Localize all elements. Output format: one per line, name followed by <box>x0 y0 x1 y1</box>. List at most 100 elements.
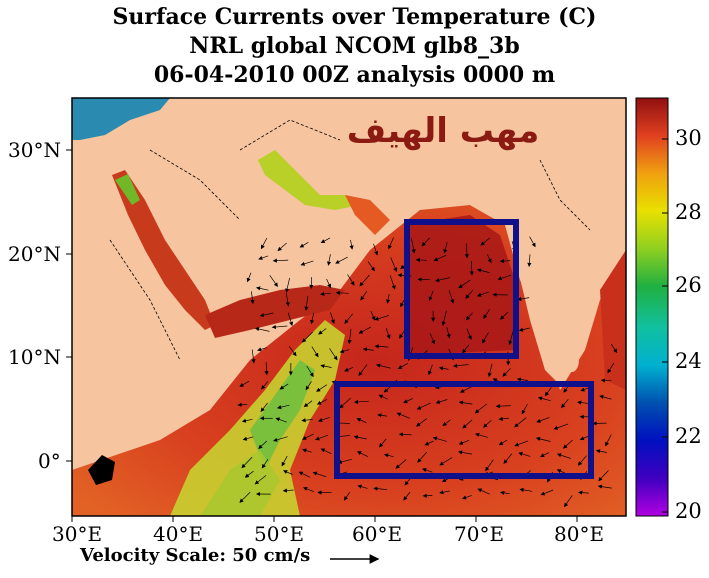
current-arrow <box>388 237 394 250</box>
current-arrow <box>282 488 294 493</box>
current-arrow <box>310 312 315 325</box>
current-arrow <box>439 457 453 466</box>
current-arrow <box>302 448 312 453</box>
current-arrow <box>302 433 314 440</box>
current-arrow <box>303 400 313 408</box>
current-arrow <box>362 347 374 352</box>
y-tick-10N: 10°N <box>8 345 61 369</box>
current-arrow <box>344 313 353 324</box>
current-arrow <box>487 363 493 378</box>
current-arrow <box>373 486 387 491</box>
current-arrow <box>516 377 529 382</box>
current-arrow <box>283 470 293 475</box>
current-arrow <box>251 349 256 364</box>
current-arrow <box>254 475 267 485</box>
y-tick-0: 0° <box>38 449 61 473</box>
current-arrow <box>503 453 513 464</box>
arabic-watermark: مهب الهيف <box>346 111 540 151</box>
current-arrow <box>514 417 527 428</box>
current-arrow <box>311 346 319 358</box>
current-arrow <box>483 309 490 319</box>
current-arrow <box>320 237 331 244</box>
current-arrow <box>359 274 370 287</box>
colorbar-ticks <box>662 138 668 513</box>
current-arrow <box>486 254 492 264</box>
current-arrow <box>474 403 488 414</box>
current-arrow <box>521 403 528 415</box>
x-tick-80E: 80°E <box>554 522 605 546</box>
current-arrow <box>259 312 274 318</box>
current-arrow <box>428 364 433 376</box>
current-arrow <box>277 404 290 410</box>
somali-cool-core <box>250 360 315 470</box>
colorbar-label-30: 30 <box>675 126 702 150</box>
current-arrow <box>453 363 469 368</box>
axis-ticks <box>66 149 578 522</box>
current-arrow <box>429 333 436 345</box>
current-arrow <box>595 449 607 454</box>
current-arrow <box>514 440 529 447</box>
current-arrow <box>339 397 351 409</box>
colorbar-label-20: 20 <box>675 499 702 523</box>
current-arrow <box>432 436 447 442</box>
current-arrow <box>415 257 428 263</box>
current-arrow <box>518 327 530 332</box>
current-arrow <box>443 242 448 254</box>
current-arrow <box>303 486 315 493</box>
current-arrow <box>462 344 470 354</box>
current-arrow <box>358 364 368 377</box>
current-arrow <box>260 402 268 413</box>
x-tick-30E: 30°E <box>52 522 103 546</box>
arabian-sea-warm <box>405 215 515 355</box>
current-arrow <box>469 260 474 276</box>
current-arrow <box>403 491 411 501</box>
current-arrow <box>500 490 510 495</box>
current-arrow <box>599 394 612 400</box>
current-arrow <box>540 452 550 457</box>
current-arrow <box>287 312 294 327</box>
current-arrow <box>562 439 573 449</box>
current-arrow <box>499 311 509 320</box>
red-sea-north-cool <box>115 174 140 205</box>
current-arrow <box>448 290 455 304</box>
current-arrow <box>318 328 327 335</box>
current-arrow <box>326 254 332 266</box>
current-arrow <box>428 290 434 302</box>
current-arrow <box>598 470 609 482</box>
current-arrow <box>344 491 351 501</box>
x-tick-50E: 50°E <box>254 522 305 546</box>
current-arrow <box>396 412 410 419</box>
current-arrow <box>326 278 331 289</box>
current-arrow <box>508 331 514 345</box>
y-tick-30N: 30°N <box>8 138 61 162</box>
current-arrow <box>279 383 289 390</box>
current-arrow <box>316 384 327 392</box>
x-tick-60E: 60°E <box>352 522 403 546</box>
current-arrow <box>357 484 368 489</box>
current-arrow <box>277 242 287 252</box>
current-arrow <box>395 459 407 469</box>
current-arrow <box>353 399 369 405</box>
current-arrow <box>458 450 473 455</box>
current-arrow <box>540 489 554 496</box>
current-arrow <box>403 398 413 404</box>
current-arrow <box>261 459 269 469</box>
current-arrow <box>258 255 269 260</box>
current-arrow <box>367 261 375 272</box>
current-arrow <box>237 402 248 407</box>
current-arrow <box>422 468 433 473</box>
current-arrow <box>318 417 330 422</box>
current-arrow <box>285 277 290 293</box>
current-arrow <box>239 380 250 387</box>
current-arrow <box>241 418 253 423</box>
velocity-scale-arrow <box>330 554 380 564</box>
x-tick-70E: 70°E <box>454 522 505 546</box>
current-arrow <box>397 363 408 369</box>
map-frame <box>71 97 627 517</box>
current-arrow <box>320 448 332 455</box>
current-arrow <box>386 294 391 304</box>
current-arrow <box>389 275 396 290</box>
current-arrow <box>273 436 288 442</box>
current-arrow <box>578 490 589 495</box>
current-arrow <box>316 399 328 405</box>
